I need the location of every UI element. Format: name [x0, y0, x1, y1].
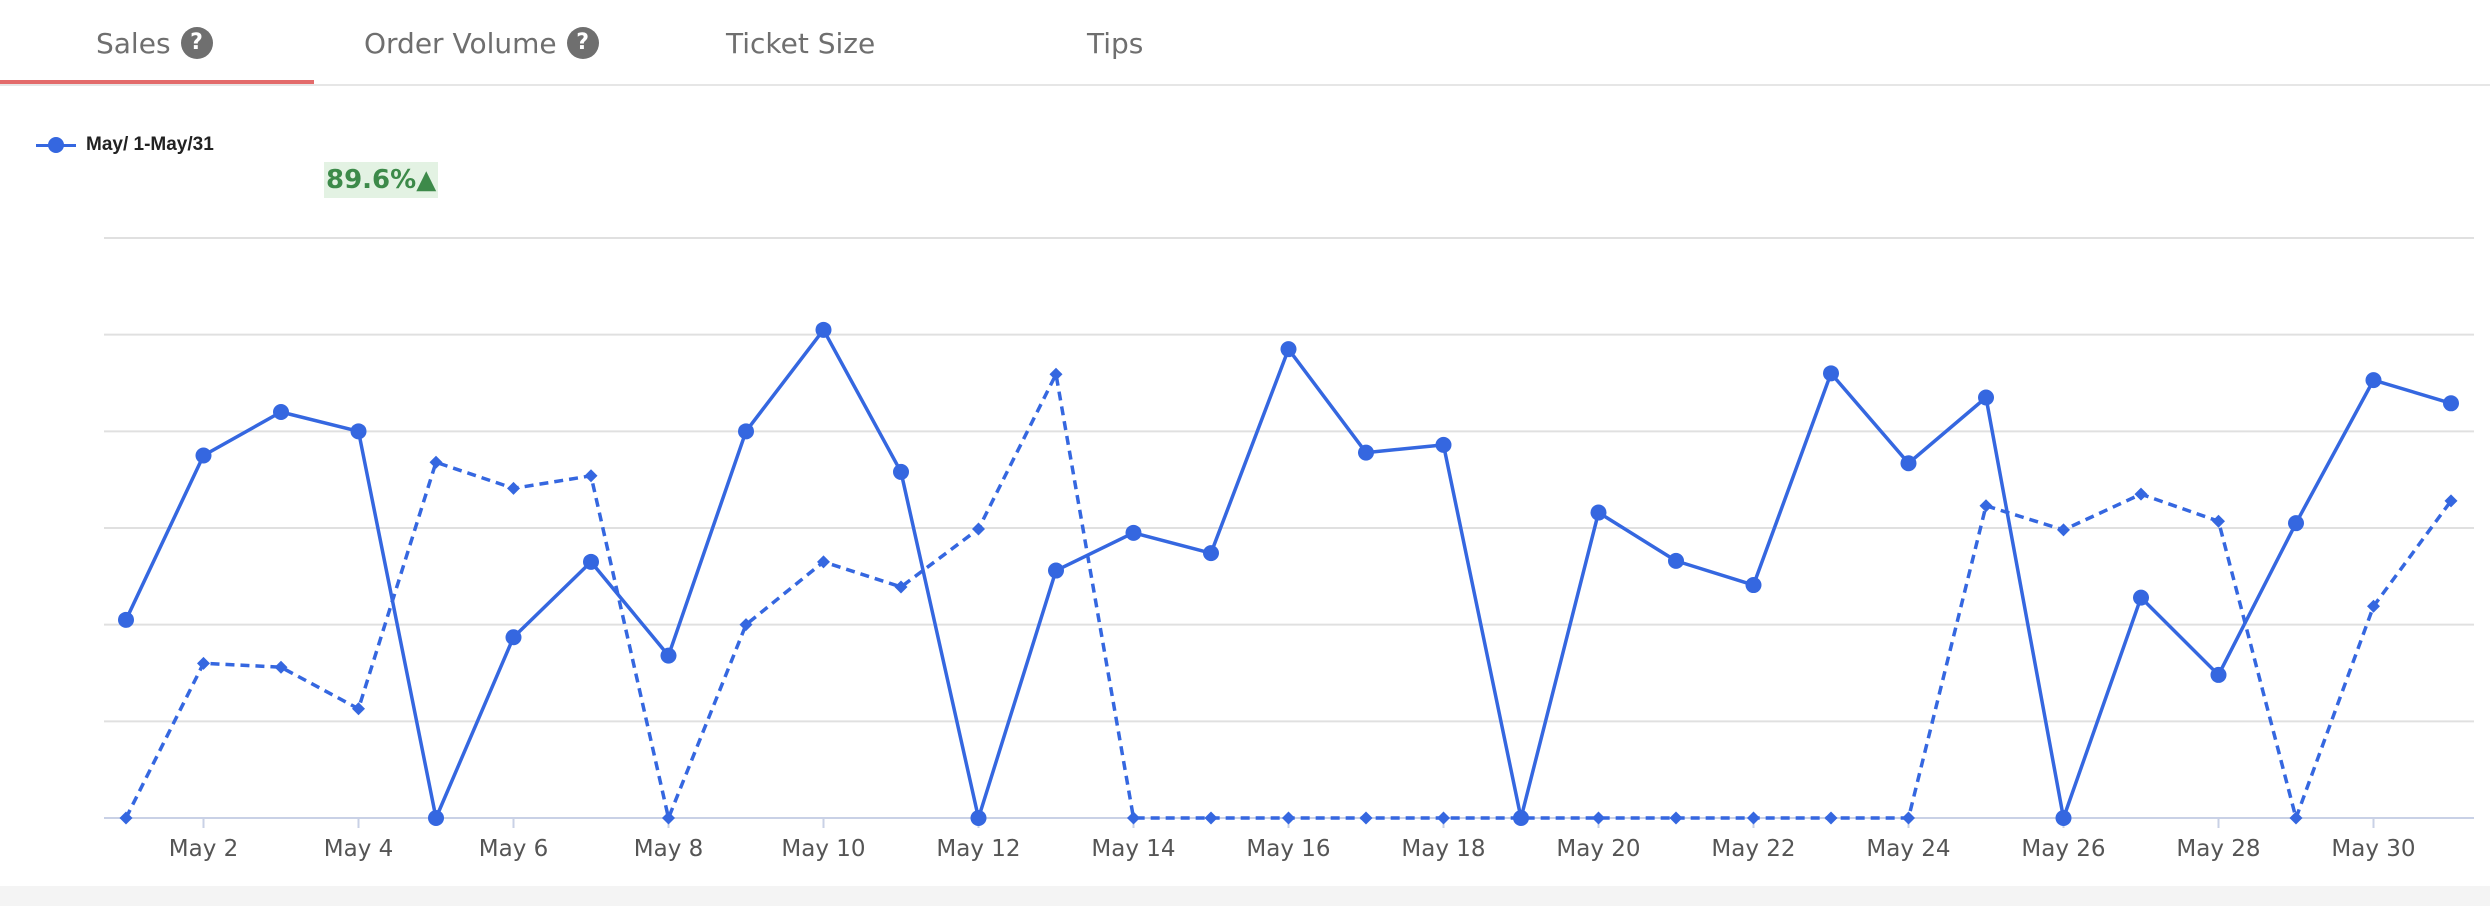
tab-tips-label: Tips: [1087, 26, 1144, 60]
x-tick-label: May 30: [2331, 836, 2415, 862]
series-1-point: [970, 810, 987, 826]
series-1-point: [428, 810, 444, 826]
series-2-point: [584, 469, 598, 483]
x-tick-label: May 16: [1246, 836, 1330, 862]
x-tick-label: May 2: [169, 836, 239, 862]
series-1-point: [1203, 545, 1219, 562]
series-2-point: [972, 522, 985, 536]
series-2-point: [2444, 494, 2458, 508]
series-2-point: [352, 702, 365, 716]
series-1-point: [1358, 444, 1374, 461]
series-2-point: [739, 618, 753, 632]
series-1-point: [2133, 589, 2149, 606]
x-tick-label: May 4: [324, 836, 394, 862]
series-2-point: [1437, 811, 1450, 825]
tab-order-volume-label: Order Volume: [364, 26, 557, 60]
series-1-point: [1048, 562, 1064, 579]
tab-sales[interactable]: Sales ?: [96, 0, 213, 86]
x-tick-label: May 12: [936, 836, 1020, 862]
x-tick-label: May 28: [2176, 836, 2260, 862]
series-1-point: [738, 423, 754, 440]
series-1-point: [660, 647, 677, 664]
series-1-point: [1823, 365, 1839, 382]
series-1-point: [2443, 395, 2459, 412]
question-mark-icon[interactable]: ?: [180, 27, 213, 59]
active-tab-indicator: [0, 80, 314, 84]
tab-order-volume[interactable]: Order Volume ?: [364, 0, 599, 86]
series-2-point: [817, 555, 830, 569]
x-tick-label: May 26: [2021, 836, 2105, 862]
x-tick-label: May 8: [634, 836, 704, 862]
series-2-point: [2134, 487, 2148, 501]
tab-ticket-size-label: Ticket Size: [726, 26, 876, 60]
series-1-point: [2055, 810, 2072, 826]
series-1-point: [1280, 341, 1297, 358]
series-1-point: [195, 447, 212, 464]
series-1-point: [2288, 515, 2304, 532]
tab-sales-label: Sales: [96, 26, 171, 60]
series-1-point: [505, 629, 522, 646]
series-2-point: [197, 656, 210, 670]
series-1-point: [350, 423, 367, 440]
bottom-strip: [0, 886, 2490, 906]
x-tick-label: May 18: [1401, 836, 1485, 862]
series-2-point: [1979, 499, 1993, 513]
series-2-line: [124, 372, 2453, 820]
chart-grid: [104, 237, 2474, 819]
x-tick-label: May 6: [479, 836, 549, 862]
series-1-point: [1435, 436, 1452, 453]
series-2-point: [429, 455, 443, 469]
series-2-point: [1049, 367, 1063, 381]
question-mark-icon[interactable]: ?: [566, 27, 599, 59]
series-1-point: [583, 553, 599, 570]
tab-bar: Sales ? Order Volume ? Ticket Size Tips: [0, 0, 2490, 86]
series-2-point: [662, 811, 675, 825]
series-2-point: [1902, 811, 1915, 825]
series-2-point: [1747, 811, 1760, 825]
series-2-point: [1127, 811, 1140, 825]
series-1-point: [815, 321, 832, 338]
series-1-point: [1978, 389, 1994, 406]
series-1-point: [273, 404, 289, 420]
x-tick-label: May 14: [1091, 836, 1175, 862]
x-tick-label: May 24: [1866, 836, 1950, 862]
series-1-line: [124, 328, 2452, 820]
series-2-point: [1204, 811, 1218, 825]
x-tick-label: May 10: [781, 836, 865, 862]
series-1-point: [2365, 372, 2382, 389]
series-1-point: [1125, 524, 1142, 541]
series-2-point: [2367, 599, 2380, 613]
series-2-point: [1282, 811, 1295, 825]
series-2-point: [2212, 514, 2225, 528]
series-2-point: [507, 481, 520, 495]
series-2-point: [274, 660, 288, 674]
series-1-point: [2210, 666, 2227, 683]
series-2-point: [1669, 811, 1683, 825]
chart-series: [118, 321, 2459, 826]
x-tick-label: May 20: [1556, 836, 1640, 862]
series-2-point: [1359, 811, 1373, 825]
series-1-point: [1590, 504, 1607, 521]
series-1-point: [1900, 455, 1917, 472]
tab-tips[interactable]: Tips: [1087, 0, 1143, 86]
series-2-point: [119, 811, 133, 825]
series-1-point: [1668, 552, 1684, 569]
x-axis: May 2 May 4 May 6 May 8 May 10 May 12 May 14 Ma…: [169, 818, 2416, 862]
tab-ticket-size[interactable]: Ticket Size: [726, 0, 875, 86]
series-2-point: [1824, 811, 1838, 825]
change-badge: 89.6%▲: [324, 162, 439, 198]
series-1-point: [893, 463, 909, 480]
series-2-point: [2057, 523, 2070, 537]
series-1-point: [1745, 577, 1762, 594]
series-2-point: [1592, 811, 1605, 825]
series-1-point: [118, 611, 134, 628]
chart-legend[interactable]: May/ 1-May/31: [36, 130, 214, 160]
x-tick-label: May 22: [1711, 836, 1795, 862]
legend-line-icon: [36, 135, 76, 155]
series-2-point: [894, 580, 908, 594]
series-2-point: [1514, 811, 1528, 825]
series-2-point: [2289, 811, 2303, 825]
legend-label: May/ 1-May/31: [86, 134, 214, 155]
